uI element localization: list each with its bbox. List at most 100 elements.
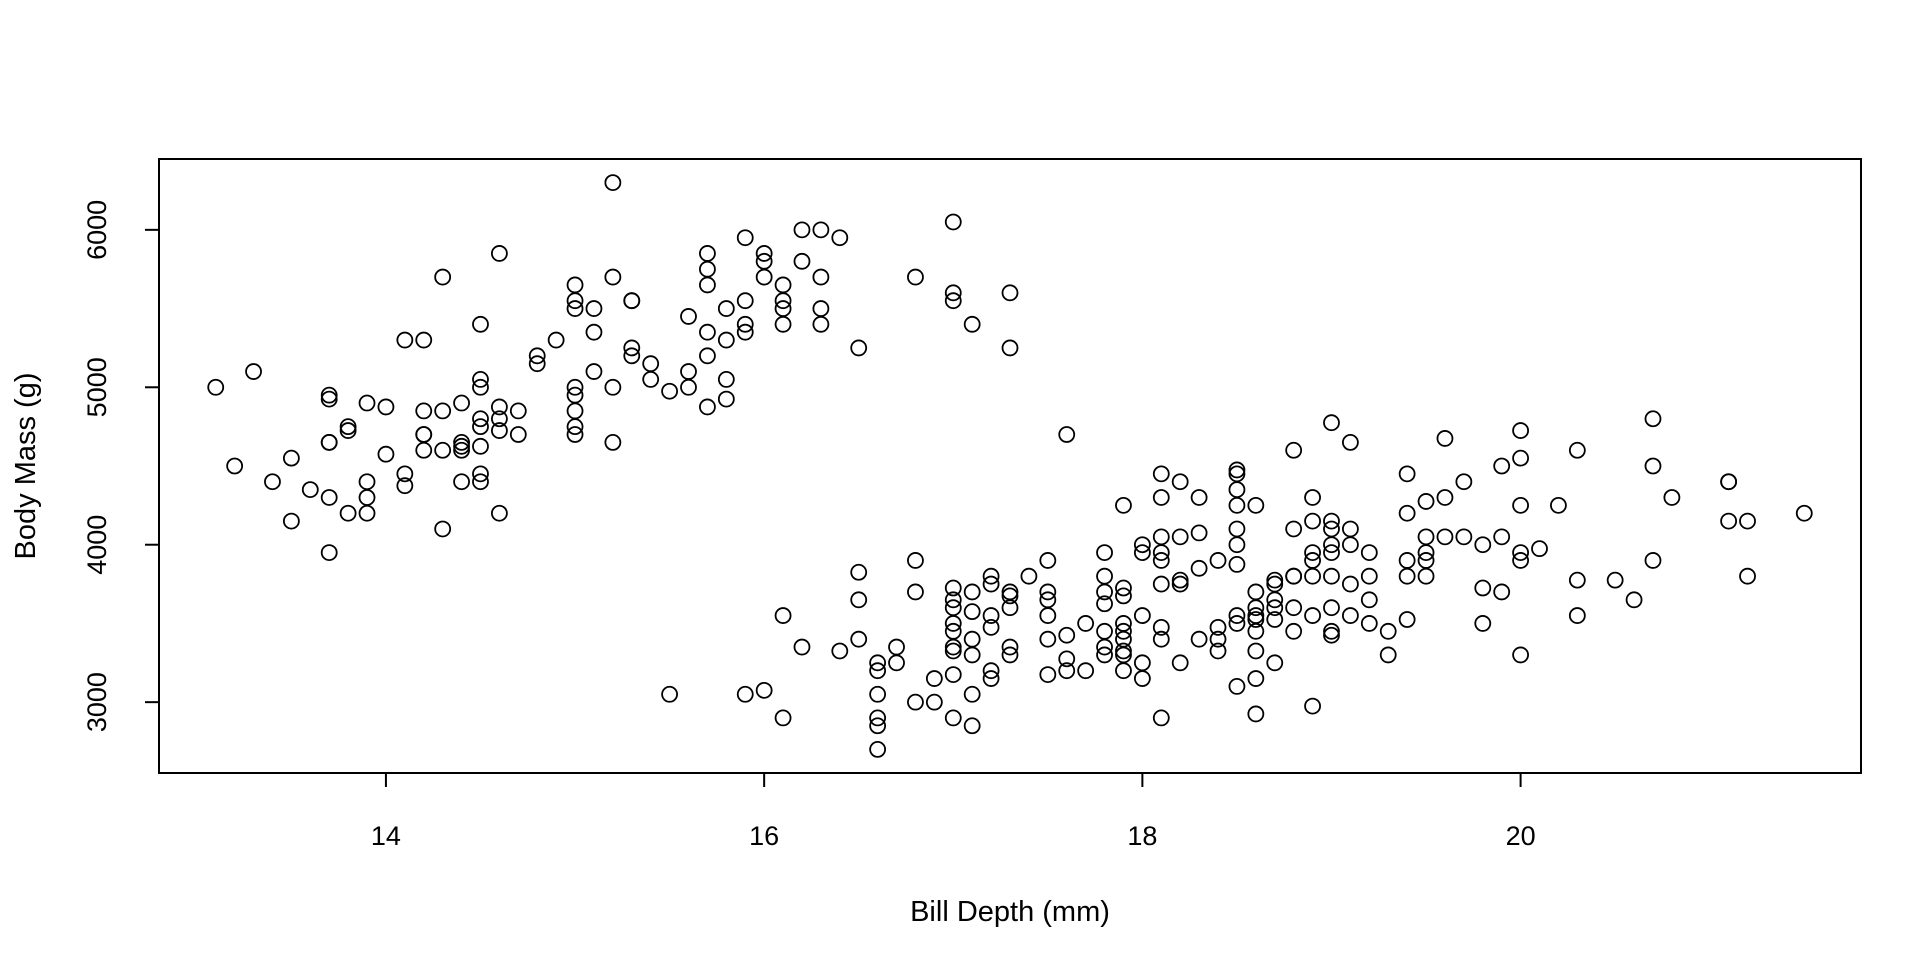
data-point xyxy=(415,441,433,459)
data-point xyxy=(472,315,489,333)
data-point xyxy=(604,268,622,286)
data-point xyxy=(1001,638,1019,656)
data-point xyxy=(1190,524,1208,542)
data-point xyxy=(490,422,508,439)
data-point xyxy=(1342,520,1359,538)
data-point xyxy=(1398,465,1416,483)
data-point xyxy=(1417,528,1435,546)
x-tick-label: 14 xyxy=(371,821,401,851)
data-point xyxy=(1096,622,1113,640)
data-point xyxy=(1247,611,1265,628)
data-point xyxy=(869,685,887,703)
data-point xyxy=(963,717,981,735)
data-point xyxy=(1493,528,1511,546)
data-point xyxy=(1020,567,1038,585)
data-point xyxy=(661,685,678,703)
data-point xyxy=(907,583,924,601)
data-point xyxy=(869,654,887,672)
data-point xyxy=(944,615,962,632)
data-point xyxy=(1512,422,1529,439)
data-point xyxy=(1115,642,1132,660)
data-point xyxy=(1039,583,1057,601)
data-point xyxy=(1436,489,1454,506)
data-point xyxy=(850,563,868,581)
data-point xyxy=(1739,567,1756,585)
data-point xyxy=(982,662,1000,680)
data-point xyxy=(207,378,225,396)
data-point xyxy=(472,371,489,388)
data-point xyxy=(1058,662,1076,680)
data-point xyxy=(1133,536,1151,554)
data-point xyxy=(1436,528,1454,546)
data-point xyxy=(869,662,887,680)
data-point xyxy=(490,504,508,522)
y-tick-label: 6000 xyxy=(82,200,112,260)
data-point xyxy=(1644,410,1662,428)
data-point xyxy=(1152,552,1170,569)
data-point xyxy=(396,465,414,483)
data-point xyxy=(1228,607,1246,624)
data-point xyxy=(1285,567,1303,585)
data-point xyxy=(1323,567,1340,585)
data-point xyxy=(1720,473,1738,491)
data-point xyxy=(1115,646,1132,664)
data-point xyxy=(1077,615,1095,632)
data-point xyxy=(1228,536,1246,554)
data-point xyxy=(490,245,508,262)
data-point xyxy=(1190,630,1208,648)
data-point xyxy=(1096,567,1113,585)
data-point xyxy=(434,520,452,538)
data-point xyxy=(1115,579,1132,597)
data-point xyxy=(736,229,754,247)
data-point xyxy=(1512,544,1529,561)
data-point xyxy=(1001,284,1019,302)
data-point xyxy=(699,323,716,341)
data-point xyxy=(1304,544,1321,561)
data-point xyxy=(1133,670,1151,687)
data-point xyxy=(1228,481,1246,499)
data-point xyxy=(1285,599,1303,617)
data-point xyxy=(888,638,905,656)
data-point xyxy=(1342,607,1359,624)
data-point xyxy=(907,552,924,569)
data-point xyxy=(1247,599,1265,617)
y-tick-label: 4000 xyxy=(82,515,112,575)
data-point xyxy=(566,418,584,436)
data-point xyxy=(1266,654,1284,672)
data-point xyxy=(1360,615,1378,632)
data-point xyxy=(1304,489,1321,506)
data-point xyxy=(320,489,338,506)
data-point xyxy=(604,174,622,192)
data-point xyxy=(1323,599,1340,617)
data-point xyxy=(358,394,376,412)
data-point xyxy=(774,607,792,624)
data-point xyxy=(642,371,660,388)
data-point xyxy=(1001,339,1019,357)
data-point xyxy=(755,681,773,699)
data-point xyxy=(1266,571,1284,589)
plot-frame xyxy=(158,158,1862,774)
data-point xyxy=(1739,512,1756,530)
data-point xyxy=(944,292,962,310)
data-point xyxy=(680,363,697,380)
data-point xyxy=(793,252,811,270)
data-point xyxy=(509,426,527,443)
data-point xyxy=(1133,544,1151,561)
data-point xyxy=(1455,528,1473,546)
data-point xyxy=(1152,528,1170,546)
data-point xyxy=(1115,662,1132,680)
data-point xyxy=(1285,520,1303,538)
data-point xyxy=(1266,575,1284,593)
data-point xyxy=(434,441,452,459)
data-point xyxy=(453,437,470,455)
data-point xyxy=(1096,583,1113,601)
data-point xyxy=(1209,642,1227,660)
x-tick-label: 20 xyxy=(1506,821,1536,851)
data-point xyxy=(1512,496,1529,514)
data-point xyxy=(699,347,716,365)
data-points xyxy=(207,174,1813,758)
data-point xyxy=(1115,622,1132,640)
data-point xyxy=(963,630,981,648)
data-point xyxy=(358,473,376,491)
data-point xyxy=(320,386,338,404)
